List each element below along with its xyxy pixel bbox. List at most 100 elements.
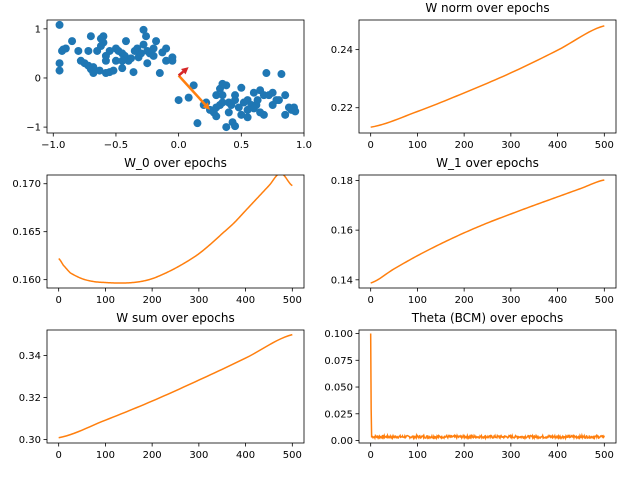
scatter-point xyxy=(234,103,243,112)
scatter-point xyxy=(243,113,252,122)
panel-title: Theta (BCM) over epochs xyxy=(411,311,564,325)
panel-title: W norm over epochs xyxy=(425,1,549,15)
scatter-point xyxy=(291,107,300,116)
scatter-point xyxy=(111,44,120,53)
scatter-point xyxy=(118,64,127,73)
axes-frame xyxy=(46,329,305,444)
panel-title: W sum over epochs xyxy=(116,311,234,325)
y-tick-label: 0 xyxy=(35,73,41,84)
scatter-point xyxy=(253,96,262,105)
x-tick-label: 200 xyxy=(455,140,474,151)
scatter-point xyxy=(243,105,252,114)
x-tick-label: 400 xyxy=(548,295,567,306)
series-line xyxy=(370,25,605,128)
scatter-point xyxy=(256,108,265,117)
scatter-point xyxy=(84,46,93,55)
scatter-point xyxy=(68,37,77,46)
panel-w-norm: W norm over epochs 0 100 200 300 400 500 0.22 0… xyxy=(331,1,617,151)
x-tick-label: 0 xyxy=(55,295,61,306)
panel-w1: W_1 over epochs 0 100 200 300 400 500 0.14 0.16… xyxy=(331,156,617,306)
x-tick-label: 500 xyxy=(283,450,302,461)
panel-title: W_0 over epochs xyxy=(124,156,227,170)
scatter-point xyxy=(212,112,221,121)
x-tick-label: 100 xyxy=(408,450,427,461)
x-tick-label: 0 xyxy=(55,450,61,461)
x-tick-label: 200 xyxy=(455,295,474,306)
scatter-point xyxy=(76,56,85,65)
x-tick-label: 200 xyxy=(143,450,162,461)
scatter-point xyxy=(111,56,120,65)
scatter-point xyxy=(174,96,183,105)
panel-scatter: −1.0 −0.5 0.0 0.5 1.0 −1 0 1 xyxy=(26,19,312,151)
x-tick-label: 0 xyxy=(367,140,373,151)
scatter-point xyxy=(139,25,148,34)
x-tick-label: −1.0 xyxy=(41,140,65,151)
scatter-point xyxy=(162,44,171,53)
series-line xyxy=(369,333,605,441)
scatter-point xyxy=(237,110,246,119)
scatter-point xyxy=(249,104,258,113)
x-tick-label: 500 xyxy=(283,295,302,306)
y-tick-label: 1 xyxy=(35,24,41,35)
scatter-point xyxy=(268,88,277,97)
x-tick-label: 300 xyxy=(189,295,208,306)
scatter-point xyxy=(139,40,148,49)
scatter-point xyxy=(189,81,198,90)
y-tick-label: 0.050 xyxy=(324,383,353,394)
x-tick-label: 500 xyxy=(595,295,614,306)
scatter-point xyxy=(109,66,118,75)
scatter-point xyxy=(118,56,127,65)
panel-title: W_1 over epochs xyxy=(436,156,539,170)
scatter-point xyxy=(149,51,158,60)
x-tick-label: 0.5 xyxy=(233,140,249,151)
scatter-point xyxy=(95,66,104,75)
x-tick-label: 200 xyxy=(455,450,474,461)
y-tick-label: 0.22 xyxy=(331,103,353,114)
y-tick-label: −1 xyxy=(26,123,41,134)
scatter-point xyxy=(101,56,110,65)
scatter-point xyxy=(130,46,139,55)
x-tick-label: 0 xyxy=(367,295,373,306)
scatter-point xyxy=(86,32,95,41)
scatter-point xyxy=(152,37,161,46)
x-tick-label: 100 xyxy=(96,450,115,461)
x-tick-label: 400 xyxy=(548,140,567,151)
scatter-point xyxy=(155,69,164,78)
y-tick-label: 0.32 xyxy=(19,393,41,404)
scatter-point xyxy=(193,119,202,128)
series-line xyxy=(58,333,293,439)
scatter-point xyxy=(281,91,290,100)
scatter-point xyxy=(129,68,138,77)
scatter-point xyxy=(121,37,130,46)
y-tick-label: 0.14 xyxy=(331,275,353,286)
x-tick-label: −0.5 xyxy=(104,140,128,151)
scatter-point xyxy=(277,70,286,79)
x-tick-label: 1.0 xyxy=(296,140,312,151)
scatter-point xyxy=(262,69,271,78)
panel-w0: W_0 over epochs 0 100 200 300 400 500 0.160 0.1… xyxy=(12,156,305,306)
scatter-point xyxy=(224,108,233,117)
scatter-point xyxy=(218,91,227,100)
scatter-point xyxy=(231,96,240,105)
scatter-point xyxy=(137,49,146,58)
x-tick-label: 300 xyxy=(189,450,208,461)
scatter-point xyxy=(55,20,64,29)
vector-arrow xyxy=(177,74,210,110)
y-tick-label: 0.100 xyxy=(324,329,353,340)
vector-arrow xyxy=(177,67,189,77)
plot-area xyxy=(58,333,293,439)
x-tick-label: 400 xyxy=(548,450,567,461)
scatter-point xyxy=(59,45,68,54)
panel-theta: Theta (BCM) over epochs 0 100 200 300 400 500… xyxy=(324,311,617,461)
scatter-point xyxy=(142,32,151,41)
scatter-point xyxy=(96,42,105,51)
series-line xyxy=(370,179,605,284)
scatter-point xyxy=(184,93,193,102)
x-tick-label: 300 xyxy=(501,295,520,306)
axes-frame xyxy=(358,19,617,134)
plot-area xyxy=(370,25,605,128)
scatter-point xyxy=(212,91,221,100)
x-tick-label: 500 xyxy=(595,450,614,461)
y-tick-label: 0.170 xyxy=(12,179,41,190)
